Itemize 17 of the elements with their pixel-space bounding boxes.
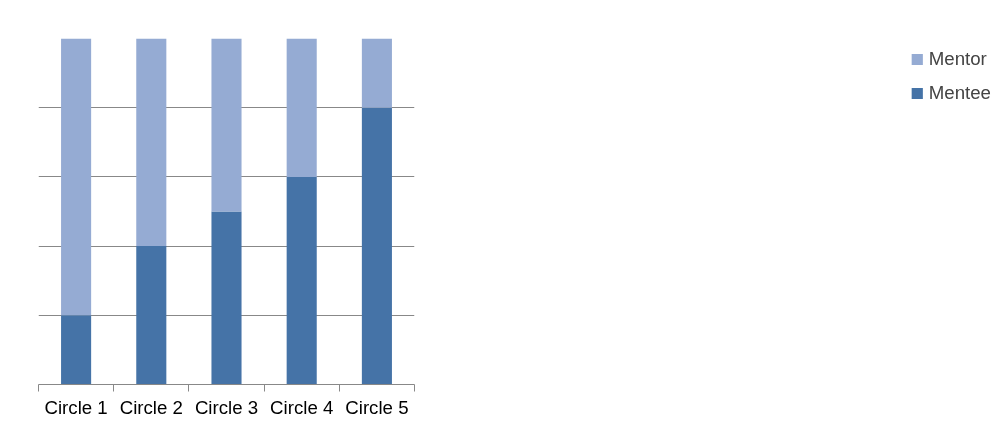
bar (136, 246, 167, 385)
bar (286, 38, 317, 177)
bar (61, 38, 92, 316)
bar (361, 38, 392, 108)
bar (61, 315, 92, 385)
legend-label: Mentee (928, 82, 991, 104)
x-tick-label: Circle 5 (345, 396, 409, 418)
bar (286, 176, 317, 385)
bar (211, 38, 242, 212)
bar (361, 107, 392, 385)
x-tick-label: Circle 4 (270, 396, 334, 418)
bar (211, 211, 242, 385)
bar (136, 38, 167, 247)
legend-label: Mentor (928, 48, 987, 70)
x-tick-label: Circle 2 (119, 396, 183, 418)
x-tick-label: Circle 1 (44, 396, 108, 418)
x-tick-label: Circle 3 (194, 396, 259, 418)
